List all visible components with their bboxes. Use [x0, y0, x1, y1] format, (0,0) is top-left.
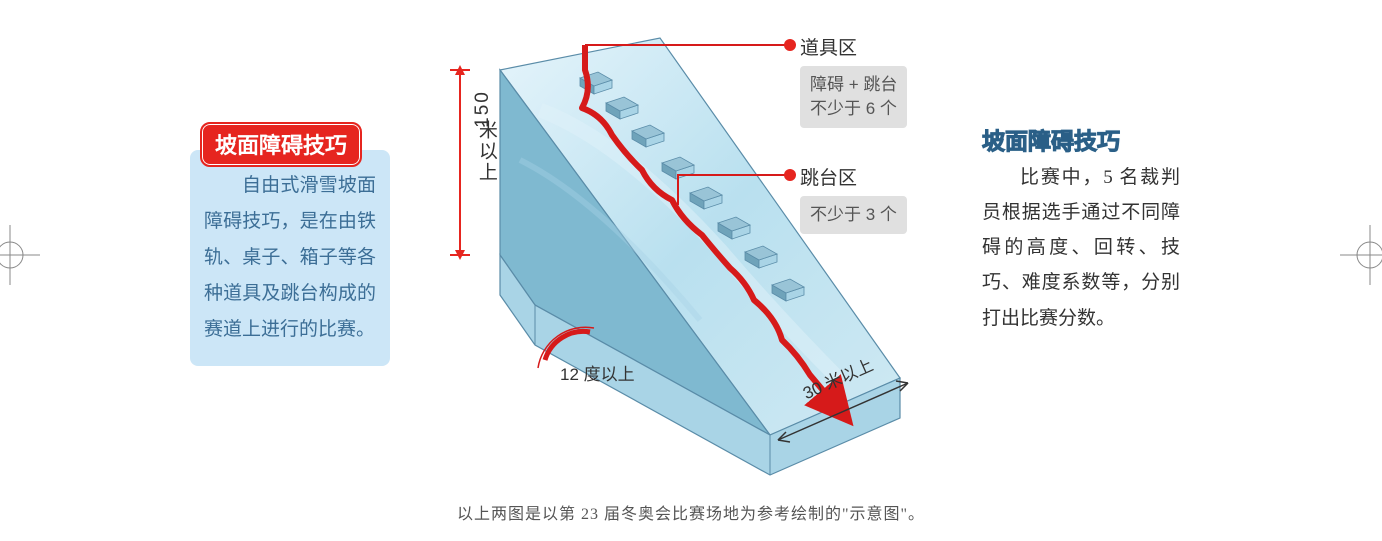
angle-label: 12 度以上	[560, 360, 635, 385]
annot1-title: 道具区	[800, 33, 907, 60]
annot2-title: 跳台区	[800, 163, 907, 190]
height-label: 150米以上	[467, 98, 505, 183]
annot1-sub: 障碍 + 跳台不少于 6 个	[800, 66, 907, 128]
annotation-jump-zone: 跳台区 不少于 3 个	[800, 163, 907, 234]
registration-mark-right	[1340, 225, 1382, 285]
annot2-sub: 不少于 3 个	[800, 196, 907, 234]
caption: 以上两图是以第 23 届冬奥会比赛场地为参考绘制的"示意图"。	[0, 500, 1382, 524]
left-info-box: 自由式滑雪坡面障碍技巧，是在由铁轨、桌子、箱子等各种道具及跳台构成的赛道上进行的…	[190, 150, 390, 366]
annotation-props-zone: 道具区 障碍 + 跳台不少于 6 个	[800, 33, 907, 128]
title-badge: 坡面障碍技巧	[200, 122, 362, 167]
regmark-icon	[0, 225, 40, 285]
right-title: 坡面障碍技巧	[982, 122, 1120, 156]
right-body: 比赛中，5 名裁判员根据选手通过不同障碍的高度、回转、技巧、难度系数等，分别打出…	[982, 160, 1180, 336]
registration-mark-left	[0, 225, 40, 285]
